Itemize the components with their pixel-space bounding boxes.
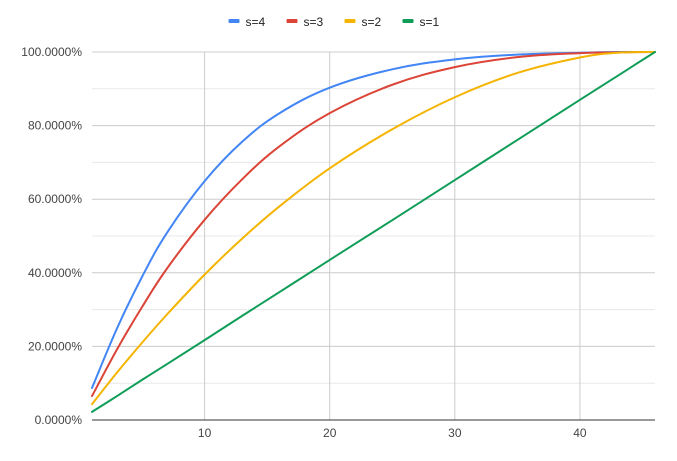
series-line-s-1 xyxy=(91,51,656,413)
legend-label: s=4 xyxy=(246,15,266,29)
y-tick-label: 0.0000% xyxy=(35,413,83,427)
y-tick-label: 100.0000% xyxy=(21,45,82,59)
series-line-s-3 xyxy=(91,51,656,398)
legend-swatch xyxy=(344,19,356,23)
legend-label: s=2 xyxy=(362,15,382,29)
x-tick-label: 40 xyxy=(573,426,587,440)
x-tick-label: 30 xyxy=(448,426,462,440)
y-tick-label: 40.0000% xyxy=(28,266,82,280)
legend: s=4 s=3 s=2 s=1 xyxy=(228,15,440,29)
x-tick-label: 10 xyxy=(198,426,212,440)
legend-item-s-2[interactable]: s=2 xyxy=(344,15,382,29)
legend-label: s=3 xyxy=(304,15,324,29)
legend-item-s-3[interactable]: s=3 xyxy=(286,15,324,29)
y-tick-label: 20.0000% xyxy=(28,339,82,353)
legend-item-s-4[interactable]: s=4 xyxy=(228,15,266,29)
legend-swatch xyxy=(228,19,240,23)
grid xyxy=(92,51,655,421)
legend-swatch xyxy=(402,19,414,23)
legend-swatch xyxy=(286,19,298,23)
legend-label: s=1 xyxy=(420,15,440,29)
y-tick-label: 60.0000% xyxy=(28,192,82,206)
x-axis: 10 20 30 40 xyxy=(198,426,587,440)
series-line-s-2 xyxy=(91,51,656,406)
series-layer xyxy=(91,50,656,413)
y-tick-label: 80.0000% xyxy=(28,119,82,133)
y-axis: 0.0000% 20.0000% 40.0000% 60.0000% 80.0000% 1… xyxy=(21,45,82,427)
series-line-s-4 xyxy=(91,50,656,389)
x-tick-label: 20 xyxy=(323,426,337,440)
legend-item-s-1[interactable]: s=1 xyxy=(402,15,440,29)
